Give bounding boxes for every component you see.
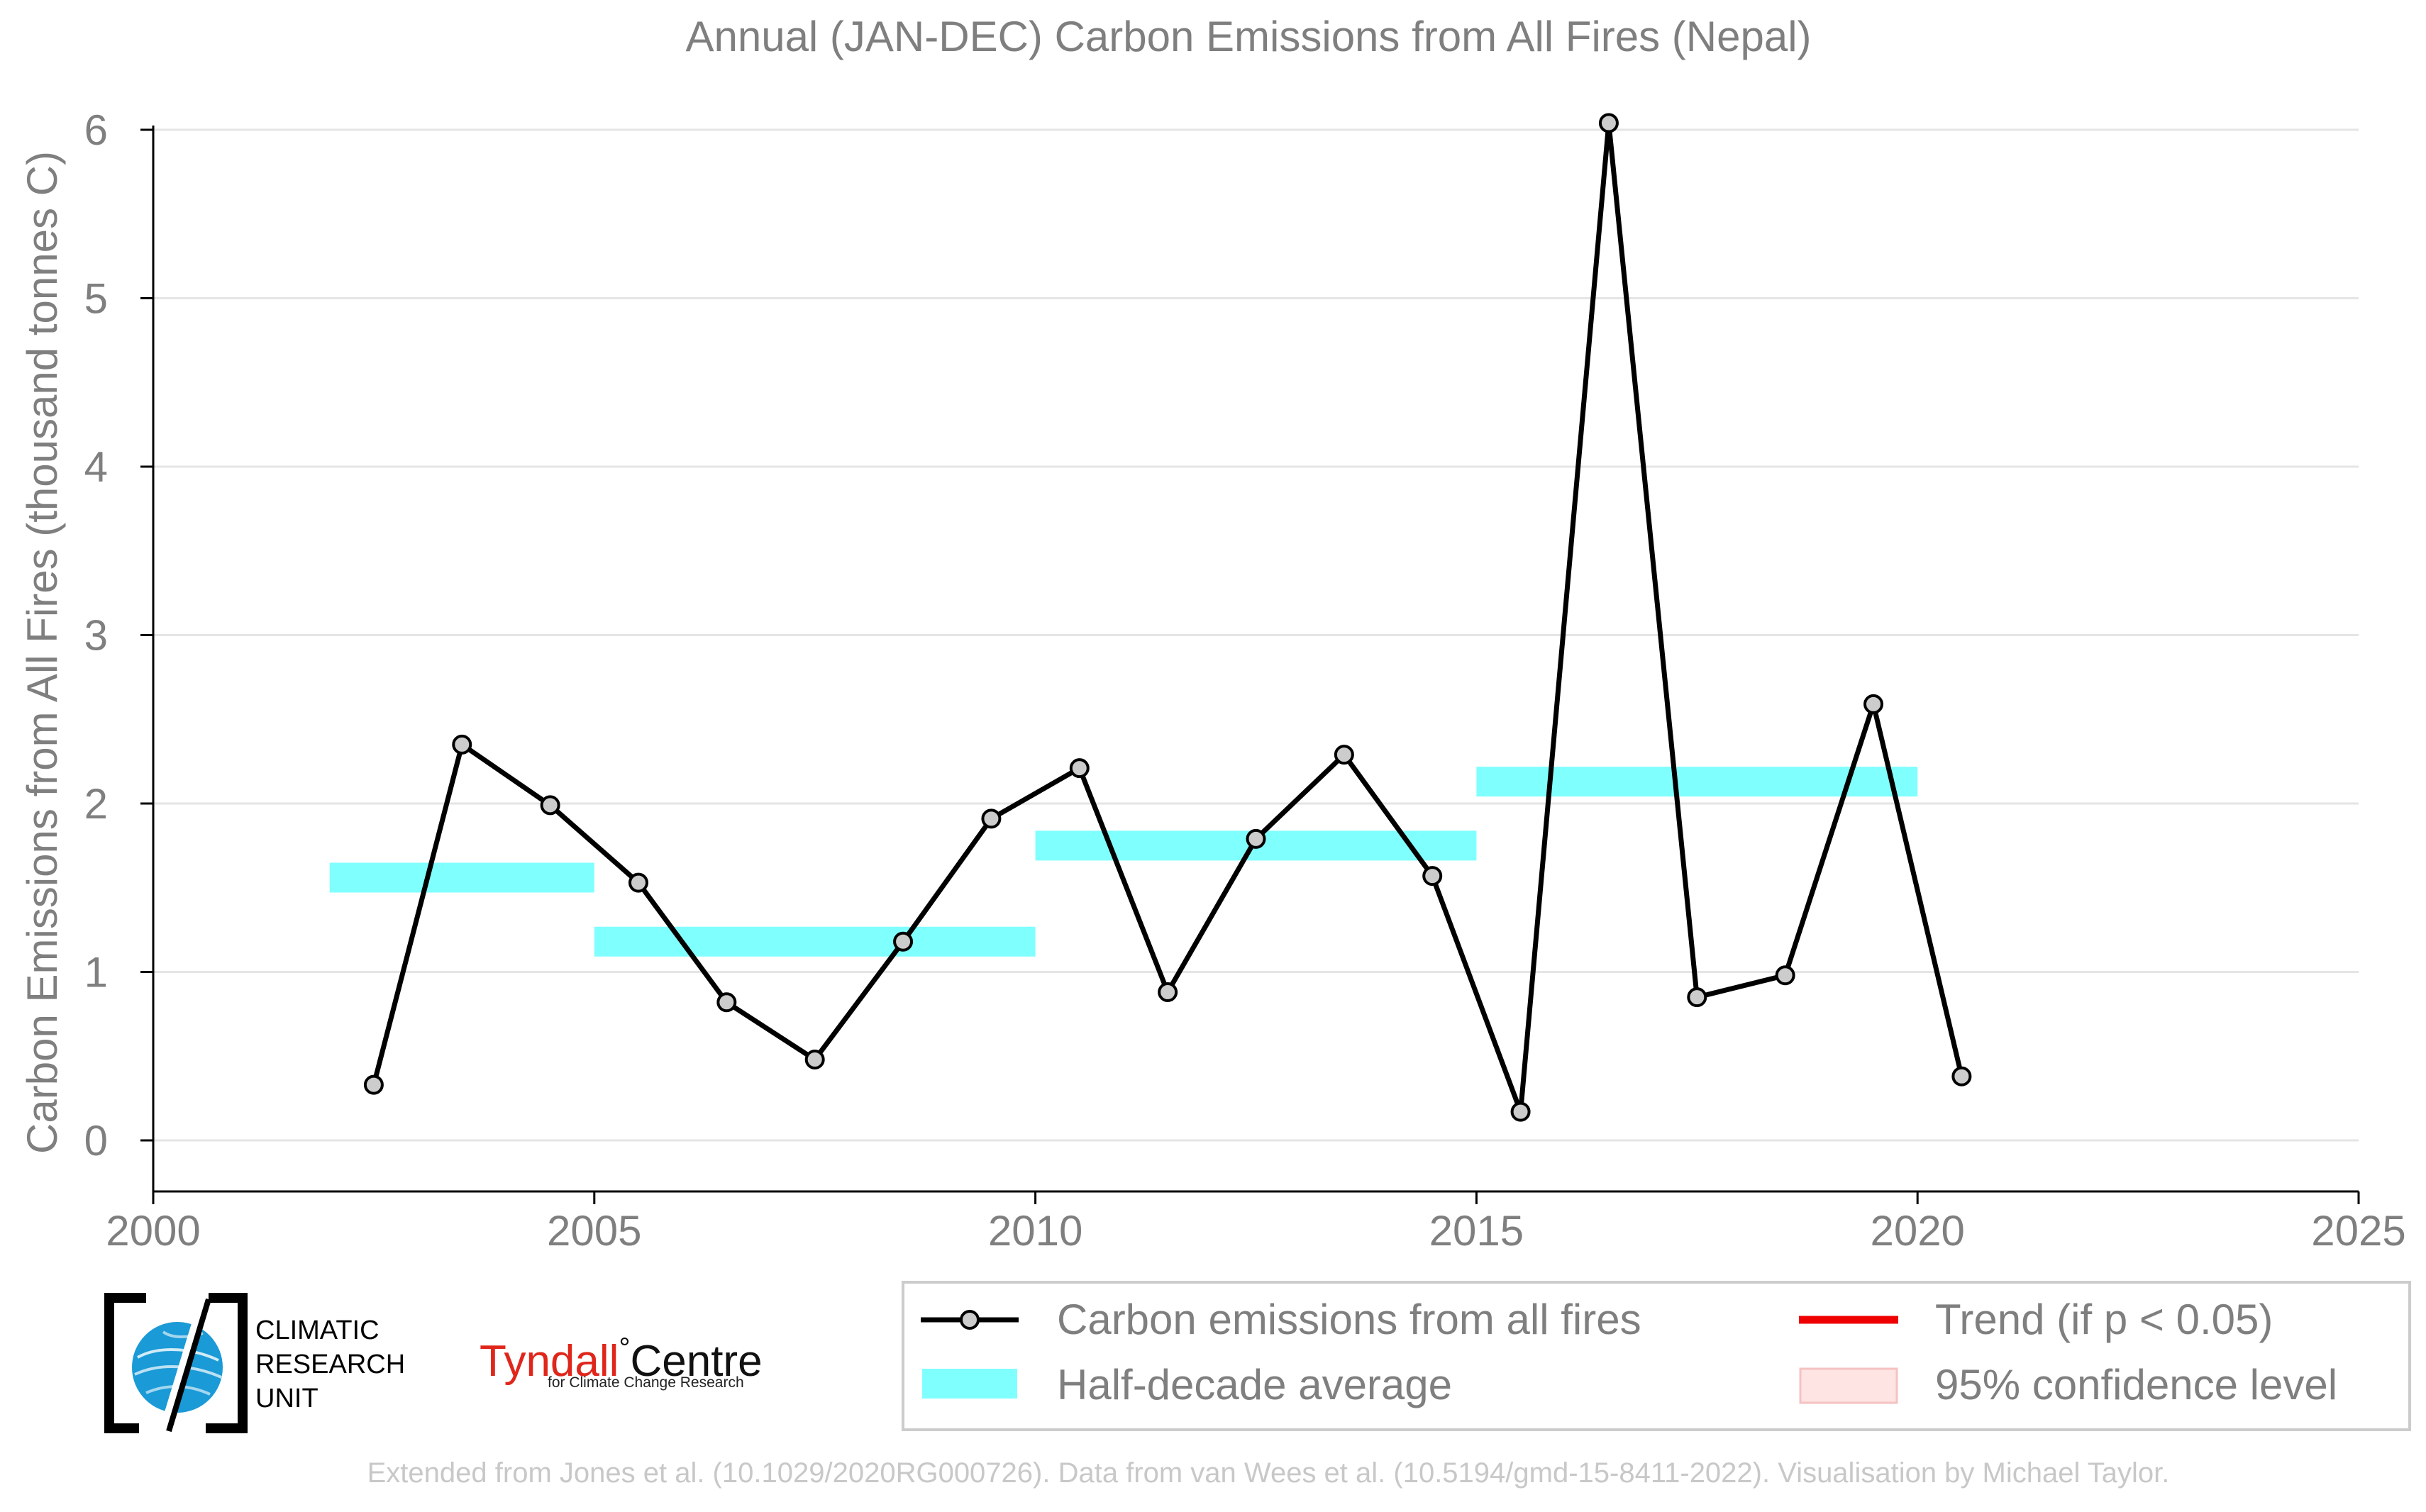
tyndall-logo: Tyndall°Centre for Climate Change Resear… (480, 1323, 792, 1401)
tyndall-name: Tyndall (480, 1337, 619, 1386)
series-line (371, 121, 1964, 1115)
y-tick-label: 2 (84, 780, 108, 828)
y-tick-label: 1 (84, 949, 108, 996)
half-decade-bar (594, 926, 1036, 957)
data-point (1775, 965, 1795, 986)
gridlines (153, 128, 2359, 1142)
cru-line-3: UNIT (255, 1384, 319, 1413)
legend-band-swatch (922, 1369, 1017, 1399)
tyndall-centre: Centre (630, 1337, 763, 1386)
half-decade-bars (329, 767, 1918, 957)
half-decade-bar (329, 862, 594, 893)
y-tick-label: 6 (84, 106, 108, 154)
data-point (540, 795, 560, 816)
data-point (363, 1074, 384, 1095)
data-point (1951, 1066, 1972, 1086)
footer-credit: Extended from Jones et al. (10.1029/2020… (367, 1457, 2170, 1489)
data-point (804, 1050, 825, 1069)
y-axis-label: Carbon Emissions from All Fires (thousan… (18, 151, 66, 1154)
data-point (716, 992, 737, 1013)
cru-line-2: RESEARCH (255, 1350, 406, 1379)
legend-label-confidence: 95% confidence level (1935, 1361, 2337, 1408)
data-point (1422, 866, 1443, 886)
x-tick-label: 2005 (547, 1207, 641, 1255)
data-point (1687, 987, 1707, 1008)
axes (140, 126, 2360, 1204)
data-point (452, 734, 472, 755)
data-point (981, 808, 1002, 829)
cru-wordmark: CLIMATIC RESEARCH UNIT (255, 1313, 405, 1416)
x-tick-label: 2025 (2311, 1207, 2405, 1255)
data-point (1334, 745, 1354, 765)
data-point (1510, 1101, 1531, 1122)
cru-logo: CLIMATIC RESEARCH UNIT (104, 1292, 451, 1434)
legend-marker-swatch (960, 1310, 980, 1330)
data-point (1598, 113, 1619, 133)
x-tick-labels: 2000 2005 2010 2015 2020 2025 (106, 1207, 2405, 1255)
tyndall-subtitle: for Climate Change Research (548, 1374, 744, 1391)
x-tick-label: 2000 (106, 1207, 200, 1255)
data-point (628, 872, 648, 893)
y-tick-label: 0 (84, 1117, 108, 1164)
data-point (1069, 758, 1090, 779)
x-tick-label: 2015 (1429, 1207, 1524, 1255)
cru-line-1: CLIMATIC (255, 1316, 380, 1345)
legend-frame (902, 1281, 2411, 1431)
x-tick-label: 2010 (988, 1207, 1082, 1255)
chart-title: Annual (JAN-DEC) Carbon Emissions from A… (685, 13, 1811, 60)
emissions-series (363, 113, 1972, 1122)
legend: Carbon emissions from all fires Trend (i… (902, 1281, 2411, 1431)
legend-label-trend: Trend (if p < 0.05) (1935, 1296, 2273, 1343)
y-tick-labels: 0 1 2 3 4 5 6 (84, 106, 108, 1164)
data-point (1863, 694, 1884, 714)
cru-globe-icon (104, 1293, 248, 1433)
y-tick-label: 4 (84, 443, 108, 491)
data-point (893, 931, 914, 952)
data-point (1158, 982, 1178, 1002)
tyndall-degree: ° (619, 1333, 631, 1364)
y-tick-label: 3 (84, 612, 108, 660)
data-point (1246, 828, 1266, 849)
legend-label-half-decade: Half-decade average (1057, 1361, 1452, 1408)
legend-label-emissions: Carbon emissions from all fires (1057, 1296, 1641, 1343)
y-tick-label: 5 (84, 275, 108, 323)
x-tick-label: 2020 (1870, 1207, 1964, 1255)
legend-confidence-swatch (1799, 1367, 1898, 1404)
